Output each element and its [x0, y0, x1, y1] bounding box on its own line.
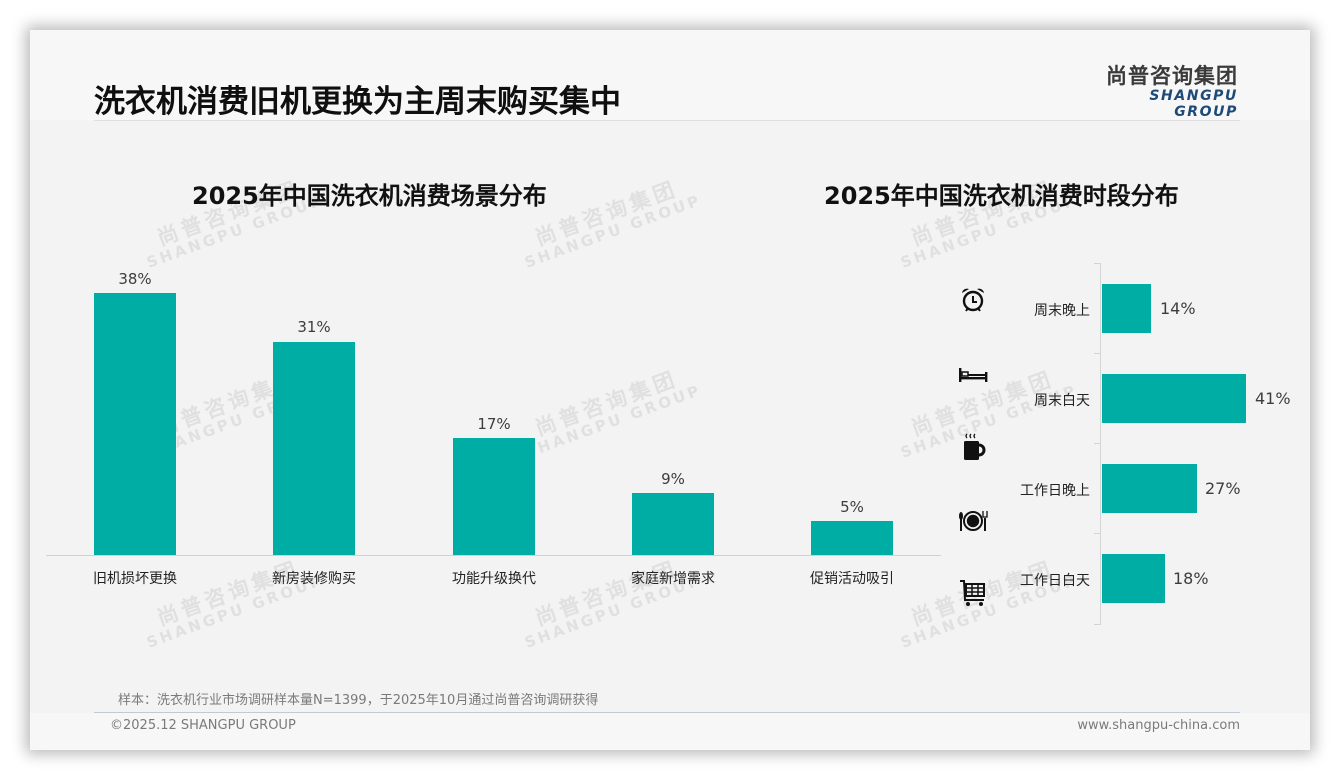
category-label: 新房装修购买: [272, 571, 356, 587]
axis-tick: [1094, 624, 1100, 625]
category-label: 周末晚上: [1034, 303, 1090, 319]
axis-tick: [1094, 533, 1100, 534]
bar: [94, 293, 176, 555]
bar: [453, 438, 535, 555]
category-label: 周末白天: [1034, 393, 1090, 409]
bar: [1102, 464, 1197, 513]
axis-tick: [1094, 353, 1100, 354]
copyright-text: ©2025.12 SHANGPU GROUP: [110, 718, 296, 733]
category-label: 促销活动吸引: [810, 571, 894, 587]
bar: [811, 521, 893, 555]
company-logo: 尚普咨询集团 SHANGPU GROUP: [1086, 64, 1238, 120]
axis-tick: [1094, 443, 1100, 444]
bar-value-label: 27%: [1205, 479, 1241, 498]
x-axis-line: [46, 555, 941, 556]
title-divider: [94, 120, 1240, 121]
sample-note: 样本：洗衣机行业市场调研样本量N=1399，于2025年10月通过尚普咨询调研获…: [118, 693, 599, 708]
footer-band: [30, 713, 1310, 750]
logo-en-text: SHANGPU GROUP: [1149, 88, 1238, 120]
bar-value-label: 9%: [661, 470, 685, 488]
plate-cutlery-icon: [959, 511, 988, 531]
footer-divider: [94, 712, 1240, 713]
watermark: 尚普咨询集团 SHANGPU GROUP: [522, 366, 705, 462]
category-label: 工作日白天: [1020, 573, 1090, 589]
logo-cn-text: 尚普咨询集团: [1106, 64, 1238, 88]
category-label: 家庭新增需求: [631, 571, 715, 587]
bar-value-label: 38%: [118, 270, 152, 288]
bar-value-label: 17%: [477, 415, 511, 433]
bar: [632, 493, 714, 555]
bar-value-label: 18%: [1173, 569, 1209, 588]
bar: [1102, 284, 1151, 333]
bar-value-label: 5%: [840, 498, 864, 516]
slide: 洗衣机消费旧机更换为主周末购买集中 尚普咨询集团 SHANGPU GROUP 尚…: [30, 30, 1310, 750]
bar: [1102, 374, 1246, 423]
bar: [1102, 554, 1165, 603]
bar: [273, 342, 355, 555]
y-axis-line: [1100, 263, 1101, 625]
category-label: 旧机损坏更换: [93, 571, 177, 587]
shopping-cart-icon: [960, 580, 985, 606]
coffee-mug-icon: [964, 433, 986, 460]
bar-value-label: 31%: [297, 318, 331, 336]
scenario-chart-title: 2025年中国洗衣机消费场景分布: [192, 182, 547, 210]
page-title: 洗衣机消费旧机更换为主周末购买集中: [94, 84, 621, 120]
alarm-clock-icon: [962, 288, 984, 312]
watermark: 尚普咨询集团 SHANGPU GROUP: [522, 556, 705, 652]
axis-tick: [1094, 263, 1100, 264]
category-label: 工作日晚上: [1020, 483, 1090, 499]
bar-value-label: 14%: [1160, 299, 1196, 318]
category-label: 功能升级换代: [452, 571, 536, 587]
watermark: 尚普咨询集团 SHANGPU GROUP: [144, 556, 327, 652]
website-link[interactable]: www.shangpu-china.com: [1077, 718, 1240, 733]
bar-value-label: 41%: [1255, 389, 1291, 408]
bed-icon: [959, 368, 988, 382]
timeslot-chart-title: 2025年中国洗衣机消费时段分布: [824, 182, 1179, 210]
header-band: [30, 30, 1310, 120]
